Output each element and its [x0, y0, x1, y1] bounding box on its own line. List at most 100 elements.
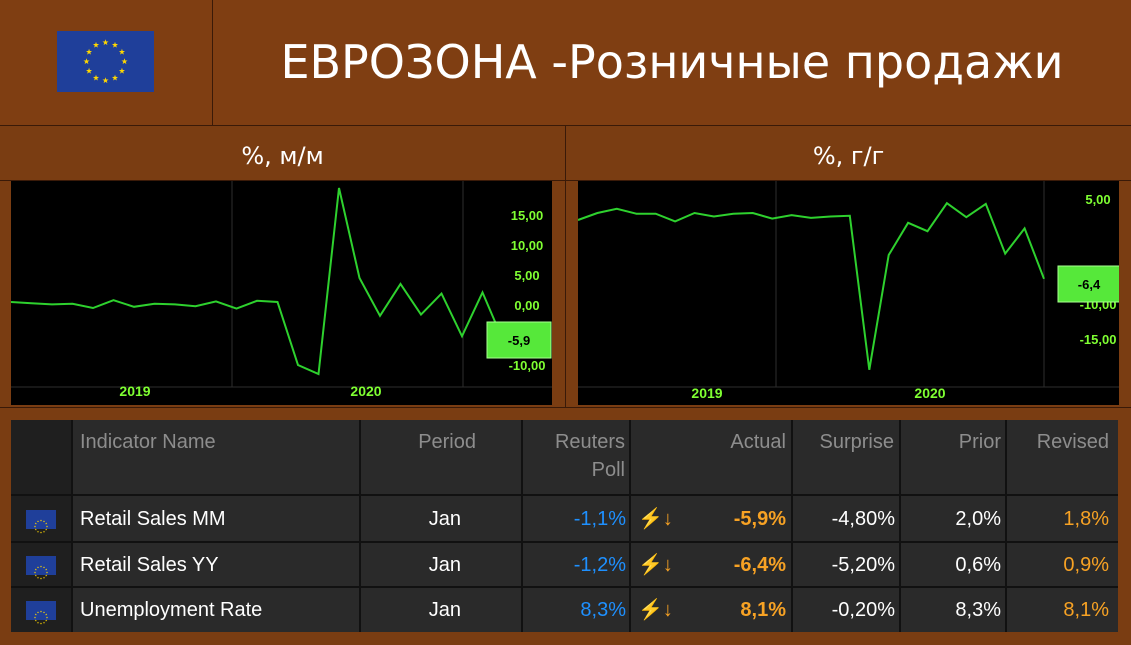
- col-header-period[interactable]: Period: [418, 431, 476, 453]
- x-tick-label: 2020: [350, 383, 381, 399]
- flag-star: [42, 520, 46, 523]
- flag-star: [45, 528, 48, 531]
- row-divider: [11, 586, 1118, 588]
- actual-cell: -6,4%: [733, 554, 786, 576]
- flag-star: [45, 525, 49, 528]
- flag-star: [45, 574, 48, 577]
- yy-chart: 5,00 -10,00 -15,00 2019 2020 -6,4: [577, 181, 1121, 405]
- flag-star: [42, 611, 46, 614]
- y-tick-label: 15,00: [511, 208, 544, 223]
- flag-star: [92, 74, 100, 81]
- flag-star: [118, 67, 125, 74]
- flag-star: [42, 566, 46, 569]
- series-line: [10, 187, 504, 376]
- table-row[interactable]: Retail Sales MM Jan -1,1% ⚡↓ -5,9% -4,80% 2,0%…: [11, 497, 1118, 541]
- flag-star: [34, 522, 37, 525]
- current-value-badge: [486, 321, 552, 359]
- indicator-name[interactable]: Unemployment Rate: [80, 599, 263, 621]
- poll-cell: 8,3%: [580, 599, 626, 621]
- flag-star: [39, 610, 43, 613]
- flag-star: [33, 571, 37, 574]
- alert-icon: ⚡↓: [638, 554, 673, 576]
- y-tick-label: 10,00: [511, 238, 544, 253]
- y-tick-label: 5,00: [1085, 192, 1110, 207]
- flag-star: [39, 519, 43, 522]
- flag-star: [86, 48, 93, 55]
- flag-star: [39, 577, 43, 580]
- x-tick-label: 2020: [914, 385, 945, 401]
- flag-star: [92, 41, 100, 48]
- current-value-label: -6,4: [1078, 277, 1101, 292]
- mm-chart: 15,00 10,00 5,00 0,00 -10,00 2019 2020 -5,9: [10, 181, 552, 405]
- flag-star: [121, 58, 128, 65]
- prior-cell: 0,6%: [955, 554, 1001, 576]
- page-title: ЕВРОЗОНА -Розничные продажи: [280, 35, 1064, 89]
- table-row[interactable]: Unemployment Rate Jan 8,3% ⚡↓ 8,1% -0,20% 8,3%…: [11, 588, 1118, 632]
- revised-cell: 8,1%: [1063, 599, 1109, 621]
- flag-star: [36, 530, 40, 533]
- col-header-prior[interactable]: Prior: [958, 431, 1001, 453]
- indicator-table: Indicator Name Period Reuters Poll Actua…: [11, 420, 1118, 632]
- header-divider: [212, 0, 213, 125]
- flag-star: [42, 530, 46, 533]
- current-value-label: -5,9: [508, 333, 530, 348]
- flag-star: [34, 574, 37, 577]
- indicator-name[interactable]: Retail Sales YY: [80, 554, 219, 576]
- left-panel-label: %, м/м: [241, 142, 324, 170]
- flag-star: [34, 528, 37, 531]
- flag-star: [111, 74, 119, 81]
- row-divider: [11, 541, 1118, 543]
- y-tick-label: 5,00: [514, 268, 539, 283]
- flag-star: [45, 619, 48, 622]
- flag-star: [102, 77, 109, 84]
- surprise-cell: -0,20%: [831, 599, 895, 621]
- eu-flag-icon: [26, 510, 56, 534]
- flag-star: [42, 621, 46, 624]
- col-header-actual[interactable]: Actual: [730, 431, 786, 453]
- col-header-poll-2: Poll: [591, 459, 625, 481]
- poll-cell: -1,1%: [573, 508, 626, 530]
- header: [0, 0, 1131, 125]
- table-row[interactable]: Retail Sales YY Jan -1,2% ⚡↓ -6,4% -5,20% 0,6%…: [11, 543, 1118, 587]
- flag-star: [111, 41, 119, 48]
- flag-star: [39, 565, 43, 568]
- prior-cell: 2,0%: [955, 508, 1001, 530]
- flag-star: [33, 616, 37, 619]
- flag-star: [45, 616, 49, 619]
- flag-star: [36, 576, 40, 579]
- actual-cell: 8,1%: [740, 599, 786, 621]
- panel-divider: [565, 126, 566, 407]
- y-tick-label: -15,00: [1080, 332, 1117, 347]
- flag-star: [34, 619, 37, 622]
- x-tick-label: 2019: [691, 385, 722, 401]
- flag-star: [45, 613, 48, 616]
- series-line: [577, 201, 1045, 370]
- col-header-name[interactable]: Indicator Name: [80, 431, 216, 453]
- current-value-badge: [1057, 265, 1121, 303]
- flag-star: [36, 611, 40, 614]
- col-header-poll[interactable]: Reuters: [554, 431, 625, 453]
- poll-cell: -1,2%: [573, 554, 626, 576]
- y-tick-label: 0,00: [514, 298, 539, 313]
- period-cell: Jan: [428, 554, 461, 576]
- flag-star: [33, 525, 37, 528]
- col-header-revised[interactable]: Revised: [1036, 431, 1109, 453]
- flag-star: [45, 522, 48, 525]
- flag-star: [34, 613, 37, 616]
- indicator-name[interactable]: Retail Sales MM: [80, 508, 226, 530]
- flag-star: [45, 571, 49, 574]
- y-tick-label: -10,00: [509, 358, 546, 373]
- alert-icon: ⚡↓: [638, 599, 673, 621]
- alert-icon: ⚡↓: [638, 508, 673, 530]
- flag-star: [36, 621, 40, 624]
- surprise-cell: -5,20%: [831, 554, 895, 576]
- flag-star: [118, 48, 125, 55]
- right-panel-label: %, г/г: [812, 142, 885, 170]
- divider: [0, 407, 1131, 408]
- revised-cell: 1,8%: [1063, 508, 1109, 530]
- col-header-surprise[interactable]: Surprise: [819, 431, 894, 453]
- flag-star: [45, 568, 48, 571]
- flag-star: [36, 520, 40, 523]
- flag-star: [39, 622, 43, 625]
